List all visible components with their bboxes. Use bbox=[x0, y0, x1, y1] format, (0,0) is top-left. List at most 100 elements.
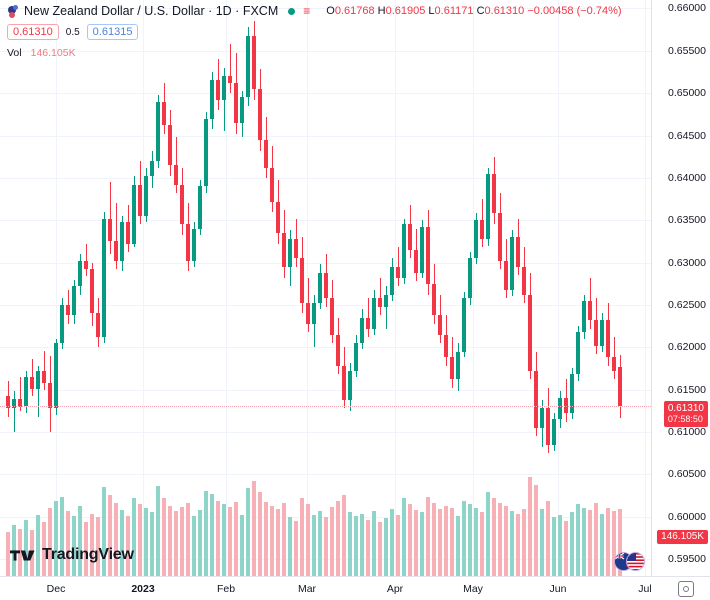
candle-body bbox=[588, 300, 592, 321]
candle-body bbox=[348, 371, 352, 400]
volume-bar bbox=[504, 505, 508, 576]
price-chip-right[interactable]: 0.61315 bbox=[86, 24, 139, 40]
volume-bar bbox=[336, 501, 340, 576]
candle-body bbox=[114, 241, 118, 261]
last-price-value: 0.61310 bbox=[667, 402, 704, 414]
price-chip-left[interactable]: 0.61310 bbox=[7, 24, 59, 40]
volume-bar bbox=[498, 503, 502, 576]
volume-bar bbox=[84, 521, 88, 576]
volume-bar bbox=[438, 508, 442, 576]
candle-body bbox=[444, 334, 448, 358]
timescale-settings-icon[interactable] bbox=[678, 581, 694, 597]
candle-body bbox=[468, 258, 472, 299]
volume-bar bbox=[240, 514, 244, 576]
candle-body bbox=[618, 366, 622, 406]
volume-bar bbox=[426, 496, 430, 576]
candle-body bbox=[450, 357, 454, 380]
candle-body bbox=[42, 371, 46, 383]
volume-bar bbox=[138, 504, 142, 576]
candle-body bbox=[102, 218, 106, 338]
volume-bar bbox=[204, 490, 208, 576]
last-price-line bbox=[0, 405, 651, 407]
candle-wick bbox=[86, 243, 87, 277]
volume-bar bbox=[396, 515, 400, 576]
volume-bar bbox=[114, 503, 118, 576]
candle-body bbox=[264, 139, 268, 168]
time-tick-label: Dec bbox=[46, 583, 66, 595]
candle-body bbox=[408, 224, 412, 250]
candle-body bbox=[60, 304, 64, 344]
volume-bar bbox=[288, 517, 292, 576]
candle-wick bbox=[38, 365, 39, 417]
volume-bar bbox=[612, 511, 616, 576]
volume-bar bbox=[318, 510, 322, 576]
time-tick-label: May bbox=[463, 583, 483, 595]
volume-bar bbox=[282, 503, 286, 576]
price-tick-label: 0.60500 bbox=[668, 468, 706, 481]
price-scale[interactable]: 0.66000 0.65500 0.65000 0.64500 0.64000 0.635… bbox=[651, 0, 710, 576]
chart-plot-area[interactable] bbox=[0, 0, 651, 576]
legend-indicator-row: 0.61310 0.5 0.61315 bbox=[7, 22, 622, 42]
price-tick-label: 0.63000 bbox=[668, 256, 706, 269]
candle-body bbox=[396, 266, 400, 278]
candle-body bbox=[132, 184, 136, 244]
us-flag-icon bbox=[626, 552, 645, 571]
price-gridline bbox=[0, 347, 651, 349]
time-gridline bbox=[143, 0, 144, 576]
volume-last-label[interactable]: 146.105K bbox=[657, 530, 708, 544]
tradingview-mark-icon bbox=[10, 549, 35, 561]
volume-bar bbox=[90, 513, 94, 576]
candle-body bbox=[180, 184, 184, 225]
time-gridline bbox=[226, 0, 227, 576]
candle-wick bbox=[14, 391, 15, 432]
candle-body bbox=[228, 76, 232, 83]
candle-body bbox=[18, 398, 22, 407]
volume-bar bbox=[570, 512, 574, 576]
volume-bar bbox=[96, 517, 100, 576]
candle-body bbox=[384, 294, 388, 307]
candle-body bbox=[432, 283, 436, 316]
legend-volume-row: Vol 146.105K bbox=[7, 46, 622, 60]
candle-body bbox=[36, 371, 40, 389]
volume-bar bbox=[36, 514, 40, 576]
price-tick-label: 0.59500 bbox=[668, 553, 706, 566]
candle-body bbox=[48, 382, 52, 409]
ohlc-c-key: C bbox=[476, 5, 485, 17]
candle-body bbox=[336, 334, 340, 366]
market-open-dot bbox=[288, 7, 296, 15]
candle-body bbox=[378, 298, 382, 307]
volume-bar bbox=[540, 509, 544, 576]
volume-bar bbox=[120, 509, 124, 576]
candle-body bbox=[276, 201, 280, 233]
ohlc-l-value: 0.61171 bbox=[434, 5, 474, 17]
candle-body bbox=[318, 272, 322, 304]
volume-bar bbox=[420, 512, 424, 576]
symbol-title[interactable]: New Zealand Dollar / U.S. Dollar · 1D · … bbox=[24, 4, 279, 18]
time-gridline bbox=[558, 0, 559, 576]
candle-body bbox=[600, 320, 604, 346]
volume-bar bbox=[588, 510, 592, 576]
last-price-label[interactable]: 0.61310 07:58:50 bbox=[663, 400, 708, 427]
time-tick-label: Feb bbox=[216, 583, 236, 595]
candle-body bbox=[522, 266, 526, 295]
candle-body bbox=[462, 298, 466, 352]
candle-body bbox=[612, 357, 616, 371]
chart-settings-icon[interactable]: ≡ bbox=[303, 4, 311, 18]
candle-body bbox=[258, 88, 262, 140]
volume-bar bbox=[252, 481, 256, 576]
volume-bar bbox=[168, 505, 172, 576]
volume-bar bbox=[222, 504, 226, 576]
candle-body bbox=[288, 238, 292, 267]
volume-bar bbox=[210, 493, 214, 576]
candle-body bbox=[594, 320, 598, 346]
candle-body bbox=[270, 167, 274, 202]
chart-legend: New Zealand Dollar / U.S. Dollar · 1D · … bbox=[7, 3, 622, 60]
volume-bar bbox=[516, 513, 520, 576]
price-tick-label: 0.66000 bbox=[668, 2, 706, 15]
time-scale[interactable]: Dec 2023 Feb Mar Apr May Jun Jul bbox=[0, 576, 710, 600]
volume-bar bbox=[534, 484, 538, 576]
volume-bar bbox=[384, 517, 388, 576]
volume-bar bbox=[492, 497, 496, 576]
volume-bar bbox=[480, 511, 484, 576]
